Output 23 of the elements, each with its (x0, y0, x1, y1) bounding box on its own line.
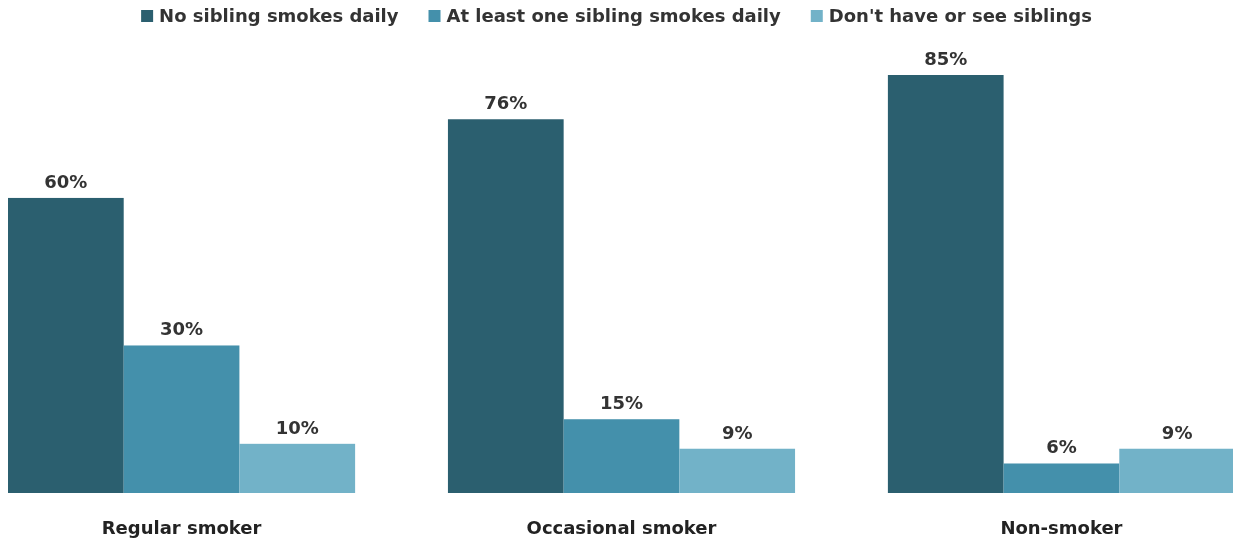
x-tick-label: Regular smoker (101, 517, 262, 538)
data-label: 10% (275, 416, 319, 438)
legend-label: Don't have or see siblings (828, 5, 1092, 26)
bar (239, 443, 356, 493)
bar (8, 197, 124, 493)
bar (447, 119, 564, 493)
bar (679, 448, 796, 493)
bar (563, 419, 680, 493)
data-label: 15% (599, 392, 644, 414)
data-label: 6% (1046, 436, 1077, 458)
data-label: 85% (924, 48, 968, 69)
bar (887, 75, 1004, 493)
data-label: 76% (484, 92, 528, 114)
x-tick-label: Occasional smoker (526, 517, 717, 538)
data-label: 60% (44, 170, 88, 192)
bar (1003, 463, 1120, 493)
data-label: 9% (721, 421, 753, 443)
bar (123, 345, 240, 493)
legend-label: At least one sibling smokes daily (446, 5, 782, 26)
data-label: 30% (160, 318, 204, 340)
x-tick-label: Non-smoker (1000, 517, 1123, 538)
data-label: 9% (1161, 421, 1193, 443)
legend-label: No sibling smokes daily (159, 5, 399, 26)
